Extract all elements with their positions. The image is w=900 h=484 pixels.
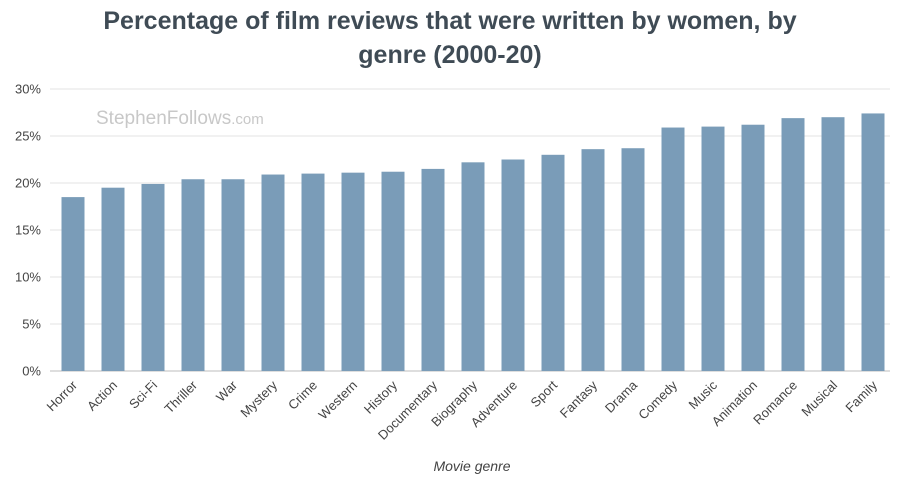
x-tick-label: Music [686,377,721,412]
y-tick-label: 10% [15,270,41,285]
watermark-main-text: StephenFollows [96,108,231,129]
x-tick-label: Fantasy [557,377,601,421]
watermark: StephenFollows.com [96,108,264,129]
bar-biography [461,162,485,371]
bar-family [861,113,885,371]
y-tick-label: 25% [15,129,41,144]
x-tick-label: Mystery [237,377,280,420]
y-tick-label: 20% [15,176,41,191]
bar-music [701,126,725,371]
x-tick-label: Thriller [161,377,200,416]
bar-adventure [501,159,525,371]
chart-title-line-2: genre (2000-20) [358,41,542,69]
bar-sport [541,154,565,371]
x-tick-label: Sport [528,377,561,410]
x-tick-label: Family [842,377,880,415]
bar-drama [621,148,645,371]
bar-mystery [261,174,285,371]
bar-western [341,172,365,371]
bar-romance [781,118,805,371]
bar-comedy [661,127,685,371]
bar-documentary [421,168,445,371]
bar-fantasy [581,149,605,371]
bar-sci-fi [141,183,165,371]
chart-title: Percentage of film reviews that were wri… [0,4,900,72]
bar-history [381,171,405,371]
x-tick-label: Romance [750,378,800,428]
y-tick-label: 15% [15,223,41,238]
x-tick-label: War [213,377,241,405]
x-tick-label: Action [84,378,120,414]
x-tick-label: Horror [43,377,80,414]
bar-thriller [181,179,205,371]
x-tick-label: Musical [798,377,840,419]
bar-series [61,113,885,371]
x-tick-label: Sci-Fi [126,377,160,411]
x-tick-label: History [361,377,401,417]
y-tick-label: 5% [22,317,41,332]
chart-title-line-1: Percentage of film reviews that were wri… [103,7,797,35]
y-tick-label: 30% [15,82,41,97]
x-tick-label: Comedy [635,377,680,422]
x-tick-label: Drama [602,377,641,416]
watermark-suffix-text: .com [231,111,264,128]
x-axis-label: Movie genre [433,458,510,474]
bar-musical [821,117,845,371]
y-tick-label: 0% [22,364,41,379]
x-tick-label: Western [315,378,360,423]
bar-action [101,187,125,371]
bar-animation [741,124,765,371]
y-axis-tick-labels: 0% 5% 10% 15% 20% 25% 30% [15,82,41,379]
bar-crime [301,173,325,371]
x-tick-label: Crime [285,378,320,413]
bar-horror [61,197,85,371]
bar-war [221,179,245,371]
